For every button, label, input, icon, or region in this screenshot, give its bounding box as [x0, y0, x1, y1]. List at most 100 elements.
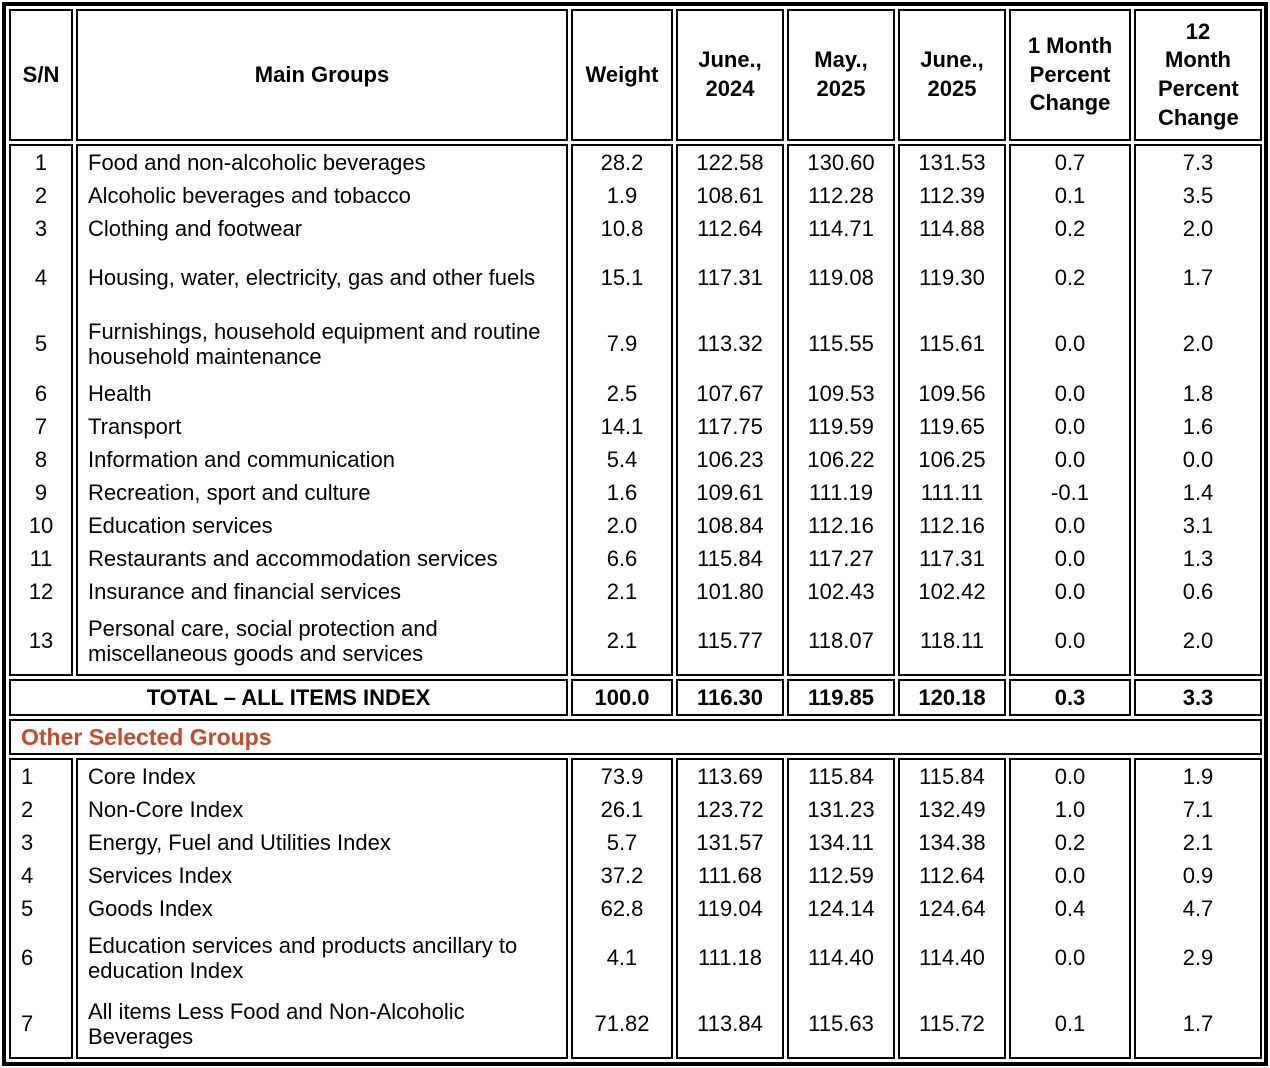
may-2025-index: 109.53 — [807, 380, 875, 406]
1-month-percent-change: 0.1 — [1054, 182, 1086, 208]
12-month-percent-change: 1.4 — [1182, 479, 1214, 505]
may-2025-index: 134.11 — [808, 829, 874, 855]
12-month-percent-change: 3.5 — [1182, 182, 1214, 208]
column-may-2025-index: 130.60 112.28 114.71 119.08 115.55 109.53 119.… — [787, 144, 895, 676]
serial-number: 6 — [34, 380, 48, 406]
june-2024-index: 111.68 — [697, 862, 763, 888]
group-name: Housing, water, electricity, gas and oth… — [88, 265, 536, 291]
june-2024-index: 112.64 — [697, 215, 763, 241]
june-2025-index: 102.42 — [918, 578, 986, 604]
1-month-percent-change: 0.2 — [1054, 829, 1086, 855]
serial-number: 7 — [21, 1011, 34, 1037]
serial-number: 10 — [28, 512, 54, 538]
june-2024-index: 117.75 — [697, 413, 763, 439]
may-2025-index: 114.71 — [808, 215, 874, 241]
serial-number: 5 — [34, 331, 48, 357]
may-2025-index: 131.23 — [807, 796, 875, 822]
1-month-percent-change: 0.0 — [1054, 380, 1086, 406]
june-2025-index: 132.49 — [918, 796, 986, 822]
serial-number: 3 — [34, 215, 48, 241]
weight-value: 28.2 — [600, 149, 644, 175]
weight-value: 2.0 — [606, 512, 638, 538]
group-name: Clothing and footwear — [88, 215, 303, 241]
header-main-groups: Main Groups — [76, 9, 568, 141]
serial-number: 7 — [34, 413, 48, 439]
column-1-month-percent-change: 0.0 1.0 0.2 0.0 0.4 0.0 0.1 — [1009, 758, 1131, 1059]
june-2025-index: 115.61 — [919, 331, 985, 357]
header-may-2025: May., 2025 — [787, 9, 895, 141]
june-2024-index: 108.84 — [696, 512, 764, 538]
serial-number: 1 — [21, 763, 34, 789]
weight-value: 4.1 — [606, 945, 638, 971]
june-2024-index: 113.69 — [697, 763, 763, 789]
may-2025-index: 117.27 — [808, 545, 874, 571]
total-june-2024: 116.30 — [676, 679, 784, 716]
column-group-name: Core Index Non-Core Index Energy, Fuel and… — [76, 758, 568, 1059]
serial-number: 13 — [28, 628, 54, 654]
1-month-percent-change: 0.0 — [1054, 763, 1086, 789]
serial-number: 1 — [34, 149, 48, 175]
may-2025-index: 118.07 — [808, 628, 874, 654]
table-header-row: S/N Main Groups Weight June., 2024 May.,… — [9, 9, 1262, 141]
1-month-percent-change: 0.4 — [1054, 895, 1086, 921]
serial-number: 6 — [21, 945, 34, 971]
column-serial-number: 1 2 3 4 5 6 7 8 9 10 11 12 13 — [9, 144, 73, 676]
12-month-percent-change: 1.7 — [1182, 1011, 1214, 1037]
1-month-percent-change: 0.0 — [1054, 578, 1086, 604]
column-serial-number: 1 2 3 4 5 6 7 — [9, 758, 73, 1059]
group-name: Transport — [88, 413, 182, 439]
total-row: TOTAL – ALL ITEMS INDEX 100.0 116.30 119… — [9, 679, 1262, 716]
weight-value: 6.6 — [606, 545, 638, 571]
june-2025-index: 115.72 — [919, 1011, 985, 1037]
group-name: Furnishings, household equipment and rou… — [88, 318, 541, 369]
other-groups-label: Other Selected Groups — [9, 719, 1262, 755]
may-2025-index: 102.43 — [807, 578, 875, 604]
may-2025-index: 124.14 — [807, 895, 875, 921]
june-2025-index: 111.11 — [920, 479, 984, 505]
may-2025-index: 111.19 — [808, 479, 874, 505]
column-june-2025-index: 131.53 112.39 114.88 119.30 115.61 109.56 119.… — [898, 144, 1006, 676]
group-name: Services Index — [88, 862, 233, 888]
header-12-month-percent-change: 12 Month Percent Change — [1134, 9, 1262, 141]
weight-value: 2.1 — [606, 578, 638, 604]
main-groups-section: 1 2 3 4 5 6 7 8 9 10 11 12 13 Food and non-alcoholic … — [9, 144, 1262, 676]
june-2024-index: 122.58 — [696, 149, 764, 175]
12-month-percent-change: 2.0 — [1182, 331, 1214, 357]
total-label: TOTAL – ALL ITEMS INDEX — [9, 679, 568, 716]
group-name: Core Index — [88, 763, 196, 789]
group-name: Non-Core Index — [88, 796, 244, 822]
total-1-month-change: 0.3 — [1009, 679, 1131, 716]
12-month-percent-change: 3.1 — [1182, 512, 1214, 538]
column-1-month-percent-change: 0.7 0.1 0.2 0.2 0.0 0.0 0.0 0.0 -0.1 0.0 0.0 0.0 0.0 — [1009, 144, 1131, 676]
serial-number: 4 — [34, 265, 48, 291]
header-june-2025: June., 2025 — [898, 9, 1006, 141]
group-name: Education services — [88, 512, 273, 538]
weight-value: 2.1 — [606, 628, 638, 654]
weight-value: 71.82 — [594, 1011, 650, 1037]
serial-number: 3 — [21, 829, 34, 855]
june-2024-index: 106.23 — [696, 446, 764, 472]
june-2024-index: 131.57 — [696, 829, 764, 855]
may-2025-index: 119.59 — [808, 413, 874, 439]
serial-number: 12 — [28, 578, 54, 604]
1-month-percent-change: 0.2 — [1054, 215, 1086, 241]
1-month-percent-change: 0.7 — [1054, 149, 1086, 175]
may-2025-index: 112.59 — [808, 862, 874, 888]
header-weight: Weight — [571, 9, 673, 141]
june-2025-index: 112.16 — [919, 512, 985, 538]
12-month-percent-change: 0.6 — [1182, 578, 1214, 604]
1-month-percent-change: 0.0 — [1054, 446, 1086, 472]
1-month-percent-change: 0.0 — [1054, 862, 1086, 888]
june-2024-index: 117.31 — [697, 265, 763, 291]
column-group-name: Food and non-alcoholic beverages Alcoholi… — [76, 144, 568, 676]
total-weight: 100.0 — [571, 679, 673, 716]
12-month-percent-change: 1.8 — [1182, 380, 1214, 406]
1-month-percent-change: 0.0 — [1054, 413, 1086, 439]
1-month-percent-change: -0.1 — [1051, 479, 1089, 505]
june-2025-index: 119.65 — [919, 413, 985, 439]
column-weight-value: 73.9 26.1 5.7 37.2 62.8 4.1 71.82 — [571, 758, 673, 1059]
column-june-2025-index: 115.84 132.49 134.38 112.64 124.64 114.40 115.… — [898, 758, 1006, 1059]
weight-value: 37.2 — [600, 862, 644, 888]
june-2024-index: 101.80 — [696, 578, 764, 604]
12-month-percent-change: 2.9 — [1182, 945, 1214, 971]
